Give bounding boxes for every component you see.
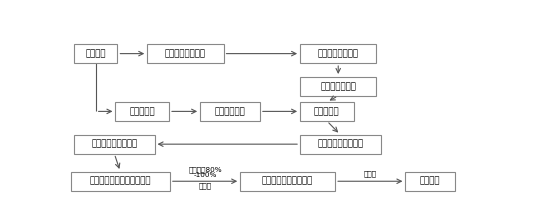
Text: 上部梁板砼第二次浇筑: 上部梁板砼第二次浇筑 [262,177,313,186]
Text: 梁钢筋绑扎: 梁钢筋绑扎 [314,107,340,116]
Text: 砼养护: 砼养护 [198,182,212,189]
Text: 竖向构件模板支设: 竖向构件模板支设 [318,49,359,58]
Bar [300,102,354,121]
Bar [74,44,117,63]
Text: 下部梁砼第一次浇筑: 下部梁砼第一次浇筑 [91,140,138,149]
Bar [405,172,455,191]
Text: 竖向构件砼浇筑: 竖向构件砼浇筑 [320,82,356,91]
Text: -100%: -100% [193,172,217,178]
Bar [200,102,260,121]
Bar [240,172,335,191]
Text: 承重架搭设: 承重架搭设 [130,107,155,116]
Bar [115,102,169,121]
Text: 测量放线: 测量放线 [85,49,106,58]
Text: 竖向构件钢筋绑扎: 竖向构件钢筋绑扎 [165,49,206,58]
Text: 砼养护: 砼养护 [364,170,377,177]
Bar [74,135,155,154]
Bar [300,44,376,63]
Text: 板钢筋绑扎及水电预留预埋: 板钢筋绑扎及水电预留预埋 [90,177,151,186]
Text: 模板拆除: 模板拆除 [420,177,440,186]
Text: 砼强度达80%: 砼强度达80% [188,167,222,173]
Text: 铺设梁板底模: 铺设梁板底模 [215,107,245,116]
Bar [300,135,381,154]
Bar [147,44,224,63]
Bar [71,172,170,191]
Bar [300,77,376,96]
Text: 安装梁板侧模、板模: 安装梁板侧模、板模 [317,140,364,149]
